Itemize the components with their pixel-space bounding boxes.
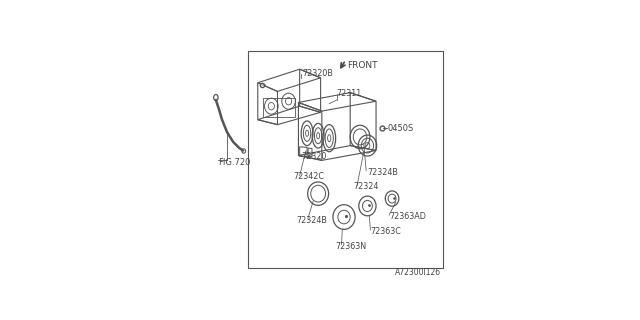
Text: 72363C: 72363C [371, 227, 401, 236]
Text: 72363AD: 72363AD [389, 212, 426, 221]
Text: 72320B: 72320B [302, 69, 333, 78]
Text: 72324B: 72324B [367, 168, 398, 177]
Text: 72320: 72320 [301, 152, 326, 161]
Text: 0450S: 0450S [388, 124, 414, 133]
Text: 72311: 72311 [337, 89, 362, 98]
Text: FIG.720: FIG.720 [218, 158, 251, 167]
Text: FRONT: FRONT [347, 61, 378, 70]
Text: A72300I126: A72300I126 [396, 268, 442, 277]
Text: 72324: 72324 [354, 182, 380, 191]
Text: 72324B: 72324B [296, 216, 327, 225]
Bar [248, 51, 443, 268]
Text: 72363N: 72363N [335, 242, 366, 251]
Text: 72342C: 72342C [294, 172, 324, 181]
